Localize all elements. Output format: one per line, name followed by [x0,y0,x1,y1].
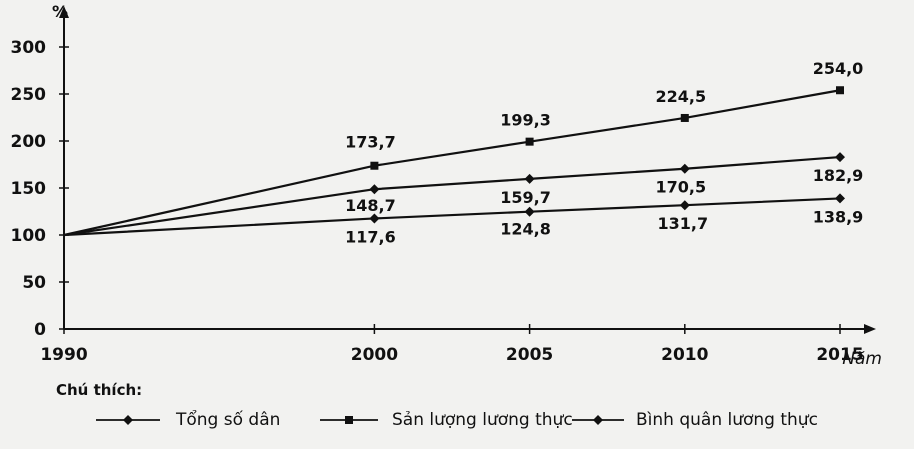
legend-title: Chú thích: [56,381,142,399]
data-point-0 [835,193,845,204]
data-point-0 [679,200,690,211]
x-tick-label: 2015 [816,345,863,365]
series-line-1 [63,89,841,237]
data-point-2 [369,184,380,195]
data-label: 199,3 [500,111,551,130]
legend-key-marker-1 [345,416,353,424]
data-point-0 [369,213,380,224]
data-label: 117,6 [345,227,396,246]
y-tick-label: 0 [34,320,46,340]
data-label: 148,7 [345,196,396,215]
x-axis-name: Năm [842,349,882,369]
data-label: 124,8 [500,220,551,239]
legend-label-binh-quan-luong-thuc: Bình quân lương thực [636,410,818,430]
y-tick-label: 150 [11,179,47,199]
data-label: 254,0 [813,59,864,78]
y-tick-label: 50 [22,273,46,293]
data-point-2 [524,173,535,184]
x-tick-label: 2005 [506,345,553,365]
data-point-1 [680,113,689,122]
legend-key-marker-0 [123,415,133,425]
data-point-2 [835,152,845,163]
data-point-2 [679,163,690,174]
x-tick-label: 2010 [661,345,708,365]
data-label: 182,9 [813,166,864,185]
x-tick-label: 2000 [351,345,398,365]
legend-key-marker-2 [593,415,603,425]
legend-label-tong-so-dan: Tổng số dân [175,409,280,430]
series-line-0 [63,197,841,237]
legend-label-san-luong-luong-thuc: Sản lượng lương thực [392,410,573,430]
series-line-2 [63,155,841,237]
data-point-0 [524,206,535,217]
data-point-1 [525,137,534,146]
y-tick-label: 200 [11,132,47,152]
data-point-1 [836,86,844,95]
data-point-1 [370,161,379,170]
y-tick-label: 250 [11,85,47,105]
y-axis-arrow [59,6,69,18]
data-label: 170,5 [655,178,706,197]
data-label: 173,7 [345,133,396,152]
data-label: 138,9 [813,207,864,226]
x-tick-label: 1990 [40,345,87,365]
data-label: 224,5 [655,87,706,106]
y-tick-label: 300 [11,38,47,58]
y-tick-label: 100 [11,226,47,246]
data-label: 131,7 [657,214,708,233]
data-label: 159,7 [500,188,551,207]
x-axis-arrow [864,324,876,334]
